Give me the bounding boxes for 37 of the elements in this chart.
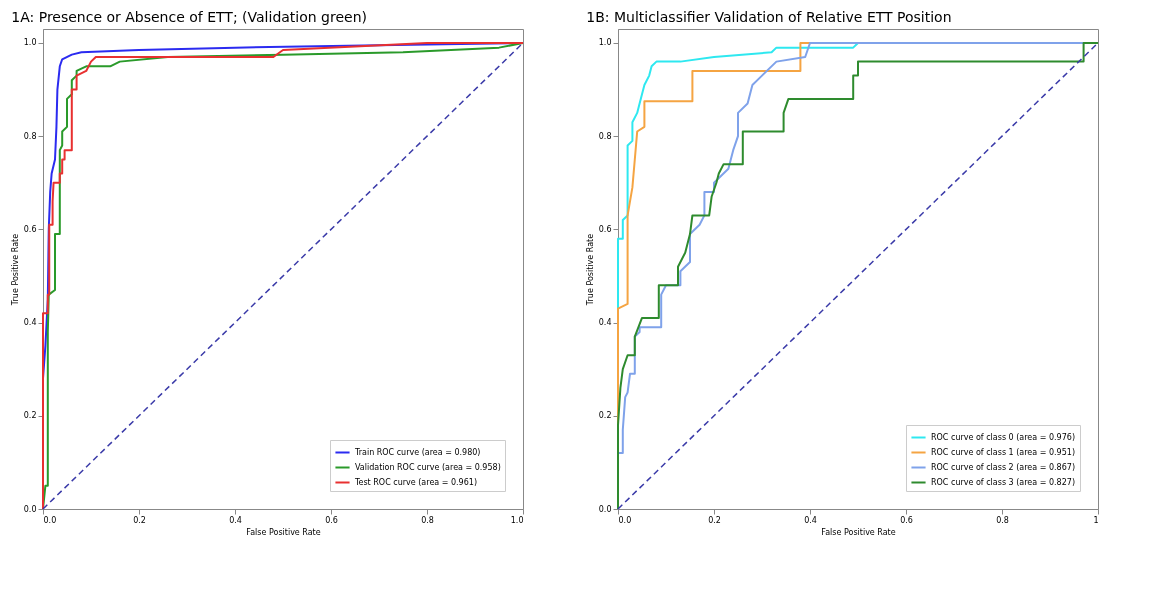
- x-tick-label: 0.6: [325, 515, 338, 525]
- y-tick-label: 0.8: [23, 131, 37, 141]
- y-tick-label: 0.2: [598, 411, 612, 421]
- x-tick-label: 0.2: [708, 515, 721, 525]
- legend-label: ROC curve of class 3 (area = 0.827): [931, 477, 1076, 487]
- y-axis-title: True Positive Rate: [10, 233, 20, 307]
- y-tick-label: 0.6: [598, 224, 612, 234]
- y-tick-label: 0.0: [23, 504, 37, 514]
- y-tick-label: 0.4: [598, 318, 612, 328]
- x-tick-label: 0.8: [421, 515, 434, 525]
- y-tick-label: 0.2: [23, 411, 37, 421]
- legend-label: Train ROC curve (area = 0.980): [354, 447, 481, 457]
- x-tick-label: 1.0: [510, 515, 524, 525]
- x-tick-label: 0.0: [618, 515, 632, 525]
- legend-label: Validation ROC curve (area = 0.958): [355, 462, 501, 472]
- x-tick-label: 0.2: [133, 515, 146, 525]
- y-tick-label: 0.8: [598, 131, 612, 141]
- x-tick-label: 0.4: [229, 515, 242, 525]
- y-tick-label: 0.0: [598, 504, 612, 514]
- x-tick-label: 1: [1093, 515, 1099, 525]
- chart-title: 1A: Presence or Absence of ETT; (Validation green): [11, 9, 368, 25]
- y-tick-label: 1.0: [23, 38, 37, 48]
- x-axis-title: False Positive Rate: [821, 527, 896, 537]
- x-tick-label: 0.8: [996, 515, 1009, 525]
- y-tick-label: 1.0: [598, 38, 612, 48]
- legend-label: ROC curve of class 2 (area = 0.867): [931, 462, 1076, 472]
- y-tick-label: 0.4: [23, 318, 37, 328]
- y-tick-label: 0.6: [23, 224, 37, 234]
- legend-label: ROC curve of class 0 (area = 0.976): [931, 432, 1076, 442]
- legend-label: Test ROC curve (area = 0.961): [354, 477, 478, 487]
- chart-title: 1B: Multiclassifier Validation of Relative ETT Position: [586, 9, 952, 25]
- y-axis-title: True Positive Rate: [585, 233, 595, 307]
- legend-label: ROC curve of class 1 (area = 0.951): [931, 447, 1076, 457]
- x-tick-label: 0.0: [43, 515, 57, 525]
- x-axis-title: False Positive Rate: [246, 527, 321, 537]
- x-tick-label: 0.4: [804, 515, 817, 525]
- x-tick-label: 0.6: [900, 515, 913, 525]
